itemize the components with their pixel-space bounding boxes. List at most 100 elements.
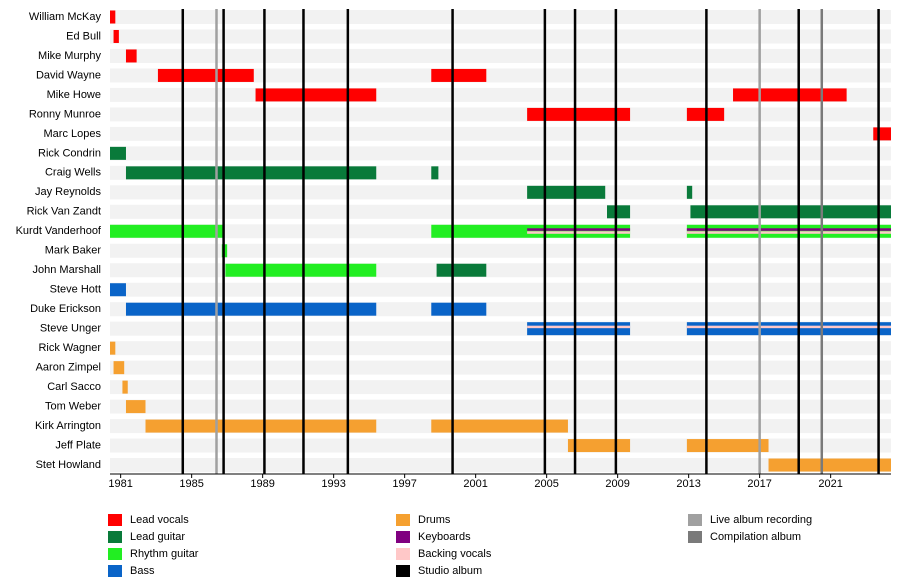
legend-swatch	[108, 565, 122, 577]
member-label: William McKay	[29, 11, 102, 23]
role-bar	[733, 88, 847, 102]
role-bar	[436, 263, 487, 277]
x-tick-label: 1993	[321, 478, 345, 490]
member-label: Mike Howe	[47, 89, 101, 101]
row-band	[110, 360, 891, 375]
legend-label: Rhythm guitar	[130, 548, 199, 560]
role-stripe	[686, 231, 891, 234]
legend-swatch	[108, 531, 122, 543]
legend-swatch	[108, 548, 122, 560]
legend-label: Live album recording	[710, 514, 812, 526]
row-band	[110, 10, 891, 24]
member-label: Ronny Munroe	[29, 108, 101, 120]
row-band	[110, 68, 891, 83]
member-label: David Wayne	[36, 69, 101, 81]
role-bar	[110, 146, 126, 160]
row-band	[110, 185, 891, 200]
role-bar	[527, 322, 631, 336]
role-bar	[686, 185, 693, 199]
row-band	[110, 438, 891, 453]
member-label: Craig Wells	[45, 167, 102, 179]
row-band	[110, 29, 891, 44]
member-label: Marc Lopes	[44, 128, 102, 140]
row-band	[110, 107, 891, 122]
role-bar	[607, 205, 631, 219]
legend-label: Studio album	[418, 565, 482, 577]
member-label: Jay Reynolds	[35, 186, 102, 198]
x-tick-label: 1985	[179, 478, 203, 490]
x-tick-label: 1981	[108, 478, 132, 490]
member-label: Steve Hott	[50, 284, 101, 296]
member-label: Mark Baker	[45, 245, 102, 257]
x-tick-label: 2017	[747, 478, 771, 490]
role-bar	[110, 283, 126, 297]
role-bar	[110, 341, 116, 355]
x-tick-label: 1997	[392, 478, 416, 490]
member-label: Steve Unger	[40, 323, 101, 335]
member-label: Carl Sacco	[47, 381, 101, 393]
role-bar	[113, 29, 119, 43]
legend-label: Keyboards	[418, 531, 471, 543]
x-tick-label: 1989	[250, 478, 274, 490]
legend-swatch	[396, 514, 410, 526]
role-bar	[122, 380, 128, 394]
role-bar	[690, 205, 891, 219]
role-bar	[768, 458, 891, 472]
legend-label: Bass	[130, 565, 155, 577]
legend-swatch	[396, 548, 410, 560]
x-tick-label: 2009	[605, 478, 629, 490]
role-bar	[125, 302, 377, 316]
legend-label: Drums	[418, 514, 451, 526]
member-label: Kurdt Vanderhoof	[16, 225, 102, 237]
member-label: Tom Weber	[45, 401, 101, 413]
x-tick-label: 2001	[463, 478, 487, 490]
role-bar	[527, 185, 606, 199]
role-bar	[255, 88, 377, 102]
x-tick-label: 2005	[534, 478, 558, 490]
member-label: Jeff Plate	[55, 439, 101, 451]
member-label: Duke Erickson	[30, 303, 101, 315]
legend-swatch	[396, 565, 410, 577]
legend-label: Backing vocals	[418, 548, 492, 560]
role-bar	[125, 166, 377, 180]
member-label: Rick Van Zandt	[27, 206, 101, 218]
role-bar	[110, 10, 116, 24]
member-label: Stet Howland	[36, 459, 101, 471]
member-label: John Marshall	[33, 264, 101, 276]
role-stripe	[527, 325, 631, 329]
role-stripe	[686, 325, 891, 329]
row-band	[110, 243, 891, 258]
role-bar	[145, 419, 377, 433]
role-bar	[431, 166, 439, 180]
role-bar	[431, 68, 487, 82]
row-band	[110, 48, 891, 63]
role-bar	[686, 439, 769, 453]
role-bar	[157, 68, 254, 82]
role-bar	[110, 224, 224, 238]
x-tick-label: 2021	[818, 478, 842, 490]
legend-label: Lead guitar	[130, 531, 185, 543]
member-label: Mike Murphy	[38, 50, 101, 62]
row-band	[110, 282, 891, 297]
x-tick-label: 2013	[676, 478, 700, 490]
role-bar	[125, 400, 146, 414]
member-label: Ed Bull	[66, 30, 101, 42]
legend-swatch	[688, 531, 702, 543]
role-bar	[567, 439, 631, 453]
row-band	[110, 399, 891, 414]
row-band	[110, 341, 891, 356]
role-bar	[431, 302, 487, 316]
role-bar	[431, 419, 568, 433]
role-stripe	[686, 228, 891, 231]
legend-label: Compilation album	[710, 531, 801, 543]
legend-label: Lead vocals	[130, 514, 189, 526]
legend-swatch	[108, 514, 122, 526]
member-label: Rick Wagner	[38, 342, 101, 354]
row-band	[110, 146, 891, 161]
role-bar	[113, 361, 125, 375]
member-label: Kirk Arrington	[35, 420, 101, 432]
member-label: Rick Condrin	[38, 147, 101, 159]
role-bar	[225, 263, 377, 277]
role-bar	[686, 322, 891, 336]
